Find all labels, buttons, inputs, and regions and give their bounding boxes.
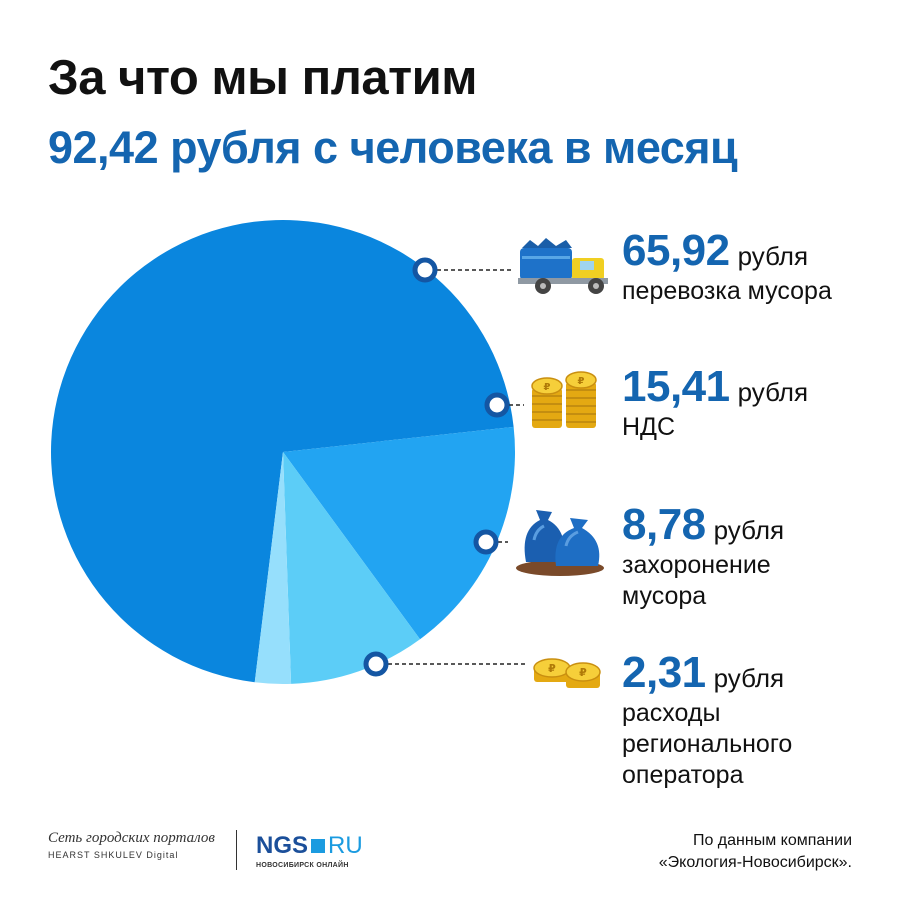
slice-marker-vat [484,392,510,418]
ngs-domain: RU [328,832,363,859]
slice-value: 15,41 [622,362,730,411]
pie-slice-operator [254,452,292,684]
slice-marker-transport [412,257,438,283]
svg-text:₽: ₽ [579,666,587,679]
legend-item-transport: 65,92 рубля перевозка мусора [622,226,852,307]
slice-label: расходы регионального оператора [622,699,793,789]
svg-text:₽: ₽ [578,376,585,387]
ngs-square-icon [311,839,326,853]
svg-text:₽: ₽ [548,662,556,675]
slice-unit: рубля [713,663,785,693]
slice-label: захоронение мусора [622,551,771,610]
slice-unit: рубля [737,241,809,271]
slice-value: 8,78 [622,500,706,549]
slice-label: перевозка мусора [622,277,832,305]
slice-marker-burial [473,529,499,555]
slice-value: 2,31 [622,648,706,697]
chart-subtitle: 92,42 рубля с человека в месяц [48,122,738,173]
coin-stacks-icon: ₽ ₽ [531,371,597,428]
network-logo: Сеть городских порталов HEARST SHKULEV D… [48,830,215,860]
coins-icon: ₽ ₽ [533,658,601,688]
slice-marker-operator [363,651,389,677]
network-sub: HEARST SHKULEV Digital [48,850,179,860]
garbage-bags-icon [516,510,604,576]
pie-slice-vat [283,426,515,640]
legend-item-burial: 8,78 рубля захоронение мусора [622,500,812,612]
source-line-1: По данным компании [692,832,852,849]
ngs-logo: NGS RU НОВОСИБИРСК ОНЛАЙН [256,832,363,869]
source-note: По данным компании «Экология-Новосибирск… [659,830,852,874]
pie-slice-transport [51,219,514,683]
network-name: Сеть городских порталов [48,830,215,846]
slice-value: 65,92 [622,226,730,275]
slice-unit: рубля [737,377,809,407]
slice-label: НДС [622,413,676,441]
garbage-truck-icon [518,238,608,294]
pie-slice-burial [283,452,421,684]
slice-unit: рубля [713,515,785,545]
svg-text:₽: ₽ [544,382,551,393]
chart-title: За что мы платим [48,51,477,105]
ngs-brand: NGS [256,832,309,859]
legend-item-operator: 2,31 рубля расходы регионального оператор… [622,648,822,791]
source-line-2: «Экология-Новосибирск». [658,854,852,871]
footer-divider [236,830,237,870]
legend-item-vat: 15,41 рубля НДС [622,362,852,443]
ngs-city: НОВОСИБИРСК ОНЛАЙН [256,862,349,869]
